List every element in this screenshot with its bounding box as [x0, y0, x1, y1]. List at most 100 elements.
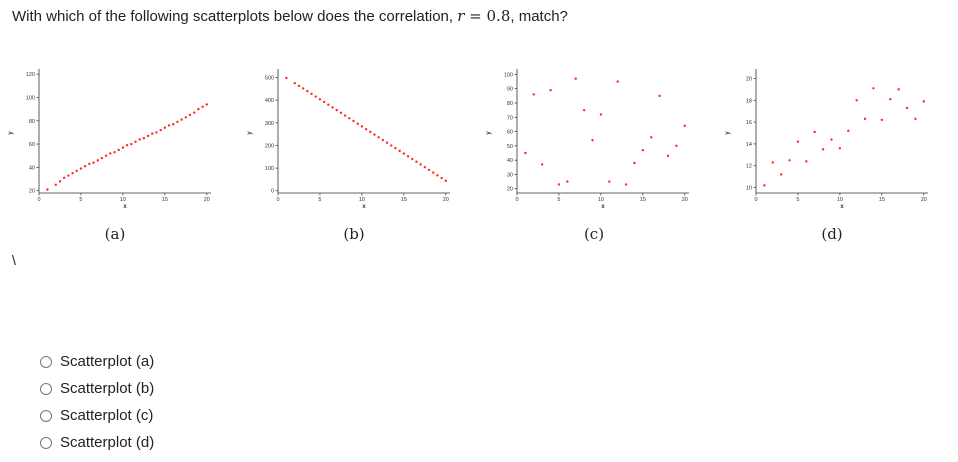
x-tick-label: 0	[37, 197, 40, 203]
y-tick-label: 80	[507, 101, 513, 107]
data-point	[104, 154, 108, 157]
radio-button-icon[interactable]	[40, 382, 52, 395]
data-point	[62, 176, 66, 180]
data-point	[666, 154, 670, 158]
x-tick-label: 15	[401, 197, 407, 203]
data-point	[771, 161, 774, 164]
y-tick-label: 20	[507, 187, 513, 193]
y-tick-label: 80	[29, 119, 35, 125]
radio-button-icon[interactable]	[40, 436, 52, 449]
data-point	[549, 88, 552, 92]
y-tick-label: 18	[746, 98, 752, 104]
data-point	[650, 136, 653, 139]
option-label: Scatterplot (b)	[60, 380, 155, 397]
data-point	[624, 183, 628, 186]
data-point	[109, 152, 112, 155]
data-point	[599, 113, 603, 116]
data-point	[779, 173, 783, 176]
x-tick-label: 20	[682, 197, 688, 203]
data-point	[163, 126, 167, 129]
caption-c: (c)	[583, 225, 605, 243]
y-axis-label: y	[725, 131, 731, 135]
y-tick-label: 16	[746, 120, 752, 126]
y-tick-label: 120	[26, 72, 35, 78]
data-point	[92, 161, 95, 164]
data-point	[79, 167, 83, 170]
answer-options: Scatterplot (a) Scatterplot (b) Scatterp…	[40, 348, 154, 456]
data-point	[922, 100, 926, 103]
x-tick-label: 20	[921, 197, 927, 203]
data-point	[406, 155, 410, 158]
y-tick-label: 0	[271, 189, 274, 195]
scatterplot-a: 0 5 10 15 20 20 40 60 80 100 120 x y	[8, 69, 211, 210]
data-point	[415, 160, 418, 163]
data-point	[889, 97, 892, 101]
correlation-value: = 0.8	[464, 7, 511, 25]
data-point	[113, 151, 116, 154]
option-b[interactable]: Scatterplot (b)	[40, 375, 154, 402]
data-point	[788, 159, 791, 162]
data-point	[100, 156, 104, 160]
data-point	[905, 106, 909, 110]
option-d[interactable]: Scatterplot (d)	[40, 429, 154, 456]
caption-a: (a)	[104, 225, 126, 243]
option-c[interactable]: Scatterplot (c)	[40, 402, 154, 429]
radio-button-icon[interactable]	[40, 409, 52, 422]
scatterplot-c: 0 5 10 15 20 20 30 40 50 60 70 80 90 100 x y	[486, 69, 689, 210]
x-tick-label: 5	[318, 197, 321, 203]
y-tick-label: 14	[746, 142, 752, 148]
data-point	[427, 168, 431, 172]
y-axis-label: y	[247, 131, 253, 135]
x-tick-label: 20	[204, 197, 210, 203]
y-axis-label: y	[486, 131, 492, 135]
data-point	[297, 84, 301, 88]
data-point	[306, 89, 309, 93]
y-tick-label: 20	[29, 189, 35, 195]
data-point	[159, 128, 162, 132]
y-tick-label: 60	[507, 130, 513, 136]
data-point	[390, 144, 393, 147]
x-tick-label: 5	[796, 197, 799, 203]
data-point	[608, 180, 611, 183]
data-point	[444, 179, 448, 182]
y-tick-label: 300	[265, 121, 274, 127]
data-point	[381, 138, 385, 142]
data-point	[855, 99, 858, 102]
data-point	[285, 76, 288, 80]
data-point	[188, 113, 192, 117]
x-axis-label: x	[362, 204, 366, 210]
data-point	[138, 138, 141, 141]
data-point	[46, 188, 49, 191]
data-point	[293, 81, 296, 85]
y-tick-label: 40	[507, 158, 513, 164]
x-tick-label: 10	[837, 197, 843, 203]
x-tick-label: 15	[640, 197, 646, 203]
data-point	[641, 148, 645, 152]
data-point	[339, 111, 343, 115]
data-point	[385, 141, 389, 144]
data-point	[193, 111, 196, 114]
data-point	[117, 148, 120, 152]
data-point	[343, 114, 347, 117]
x-tick-label: 0	[515, 197, 518, 203]
data-point	[54, 183, 57, 187]
data-point	[658, 94, 661, 98]
data-point	[566, 180, 569, 183]
question-text-after: , match?	[510, 8, 568, 25]
data-point	[394, 146, 397, 150]
x-tick-label: 5	[79, 197, 82, 203]
radio-button-icon[interactable]	[40, 355, 52, 368]
data-point	[360, 125, 364, 128]
stray-backslash: \	[12, 252, 16, 268]
y-tick-label: 100	[26, 95, 35, 101]
data-point	[847, 129, 850, 133]
data-point	[184, 116, 188, 119]
data-point	[675, 144, 678, 148]
option-a[interactable]: Scatterplot (a)	[40, 348, 154, 375]
data-point	[763, 184, 766, 187]
data-point	[796, 140, 800, 143]
data-point	[897, 88, 900, 91]
data-point	[146, 134, 150, 138]
data-point	[813, 130, 816, 134]
